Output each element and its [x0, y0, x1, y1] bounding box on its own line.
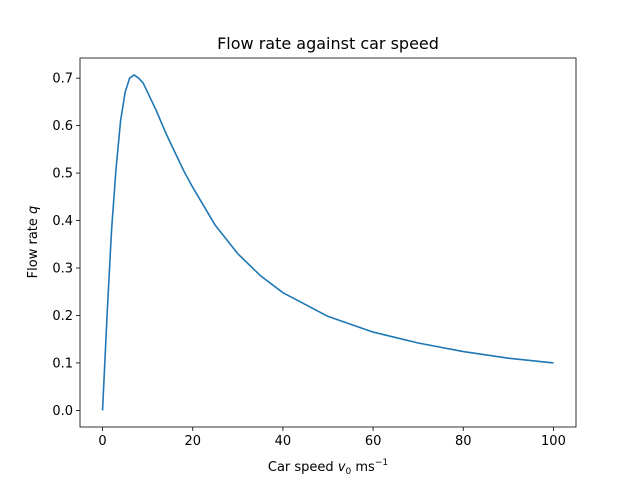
x-axis-label: Car speed v0 ms−1: [268, 458, 388, 477]
y-tick-label: 0.6: [52, 119, 73, 134]
y-axis-label: Flow rate q: [26, 206, 41, 279]
x-tick-label: 40: [275, 434, 292, 449]
x-tick-label: 80: [455, 434, 472, 449]
x-axis-ticks: 0 20 40 60 80 100: [98, 427, 566, 449]
y-tick-label: 0.0: [52, 404, 73, 419]
y-tick-label: 0.4: [52, 214, 73, 229]
y-tick-label: 0.3: [52, 262, 73, 277]
y-tick-label: 0.1: [52, 356, 73, 371]
x-tick-label: 100: [541, 434, 566, 449]
axes-frame: [79, 57, 577, 428]
chart-title: Flow rate against car speed: [217, 34, 439, 53]
y-tick-label: 0.2: [52, 309, 73, 324]
y-axis-ticks: 0.0 0.1 0.2 0.3 0.4 0.5 0.6 0.7: [52, 72, 80, 419]
x-tick-label: 60: [365, 434, 382, 449]
y-tick-label: 0.7: [52, 72, 73, 87]
series-line: [101, 74, 554, 411]
x-tick-label: 20: [184, 434, 201, 449]
x-tick-label: 0: [98, 434, 106, 449]
plot-area: [80, 58, 576, 427]
y-tick-label: 0.5: [52, 167, 73, 182]
